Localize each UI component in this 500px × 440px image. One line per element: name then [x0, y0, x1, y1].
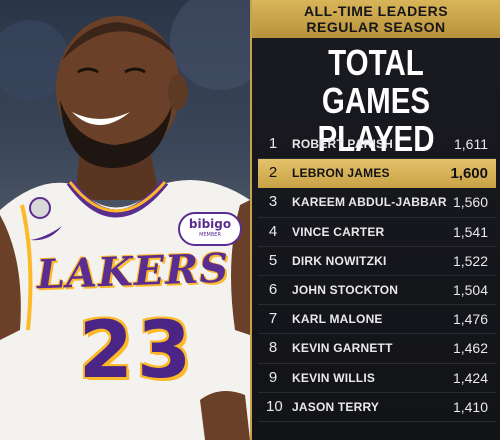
leader-rank: 8 — [268, 339, 278, 357]
leader-rank: 1 — [268, 135, 278, 152]
leader-name: KARL MALONE — [292, 312, 383, 327]
leader-games: 1,611 — [454, 136, 488, 152]
leader-games: 1,476 — [452, 311, 488, 328]
leader-rank: 4 — [268, 222, 278, 240]
leader-row: 8 KEVIN GARNETT 1,462 — [258, 334, 496, 364]
leader-games: 1,541 — [452, 223, 488, 240]
leader-row: 6 JOHN STOCKTON 1,504 — [258, 276, 496, 306]
leader-row-highlighted: 2 LEBRON JAMES 1,600 — [258, 159, 496, 189]
title-line-2: GAMES PLAYED — [317, 80, 435, 159]
leader-row: 9 KEVIN WILLIS 1,424 — [258, 364, 496, 393]
sponsor-sub: MEMBER — [199, 232, 221, 238]
leader-games: 1,600 — [450, 165, 488, 183]
category-banner: ALL-TIME LEADERS REGULAR SEASON — [252, 0, 500, 38]
player-illustration — [0, 0, 250, 440]
player-photo: LAKERS 23 bibigo MEMBER — [0, 0, 250, 440]
leader-name: KAREEM ABDUL-JABBAR — [292, 195, 447, 210]
sponsor-patch: bibigo MEMBER — [178, 212, 242, 246]
leader-games: 1,410 — [452, 398, 488, 415]
leader-name: ROBERT PARISH — [292, 137, 394, 151]
jersey-team-text: LAKERS — [35, 244, 231, 299]
title-line-1: TOTAL — [328, 42, 424, 83]
leader-row: 1 ROBERT PARISH 1,611 — [258, 130, 496, 160]
leader-rank: 7 — [268, 310, 278, 328]
leader-rank: 2 — [268, 164, 278, 182]
leader-row: 5 DIRK NOWITZKI 1,522 — [258, 247, 496, 276]
leader-row: 4 VINCE CARTER 1,541 — [258, 218, 496, 247]
leader-games: 1,522 — [452, 252, 488, 269]
leader-rank: 5 — [268, 251, 278, 269]
leader-name: JOHN STOCKTON — [292, 282, 399, 297]
leader-rank: 6 — [268, 280, 278, 298]
leader-name: LEBRON JAMES — [292, 166, 390, 181]
leader-name: DIRK NOWITZKI — [292, 253, 387, 268]
leader-rank: 3 — [268, 193, 278, 211]
leader-games: 1,560 — [452, 194, 488, 211]
banner-line-2: REGULAR SEASON — [306, 19, 446, 35]
leaders-panel: ALL-TIME LEADERS REGULAR SEASON TOTAL GA… — [250, 0, 500, 440]
leader-name: KEVIN WILLIS — [292, 370, 376, 385]
leader-games: 1,424 — [452, 369, 488, 386]
leader-row: 3 KAREEM ABDUL-JABBAR 1,560 — [258, 188, 496, 218]
leader-rank: 10 — [266, 397, 283, 415]
leader-games: 1,462 — [452, 340, 488, 357]
sponsor-name: bibigo — [188, 217, 232, 231]
leader-row: 10 JASON TERRY 1,410 — [258, 393, 496, 422]
leaders-list: 1 ROBERT PARISH 1,611 2 LEBRON JAMES 1,6… — [258, 130, 496, 422]
leader-rank: 9 — [268, 368, 278, 386]
panel-title: TOTAL GAMES PLAYED — [252, 44, 500, 158]
leader-name: JASON TERRY — [292, 399, 380, 414]
leader-name: VINCE CARTER — [292, 224, 385, 239]
leader-name: KEVIN GARNETT — [292, 341, 393, 356]
leader-games: 1,504 — [452, 281, 488, 298]
banner-line-1: ALL-TIME LEADERS — [303, 3, 449, 19]
jersey-number: 23 — [78, 306, 196, 396]
leader-row: 7 KARL MALONE 1,476 — [258, 305, 496, 335]
